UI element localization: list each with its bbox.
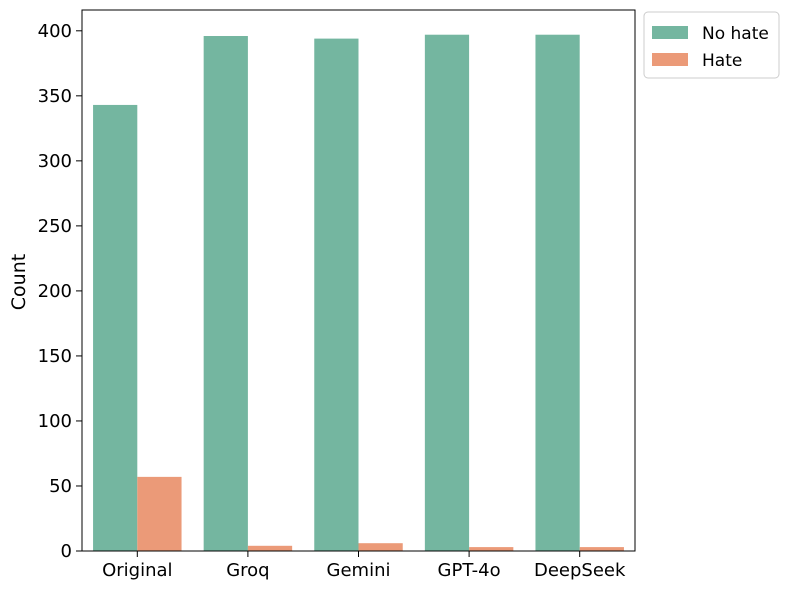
bar-no-hate-groq — [203, 36, 248, 551]
x-tick-label: DeepSeek — [534, 560, 626, 581]
y-tick-label: 100 — [38, 411, 72, 432]
bar-hate-gpt-4o — [469, 547, 514, 551]
plot-frame — [81, 9, 636, 552]
y-tick-label: 300 — [38, 151, 72, 172]
bar-no-hate-deepseek — [535, 34, 580, 552]
bar-hate-original — [137, 476, 182, 551]
y-tick-label: 150 — [38, 346, 72, 367]
y-axis: 0 50 100 150 200 250 300 350 400 — [38, 21, 82, 562]
x-tick-label: Gemini — [327, 560, 391, 581]
y-tick-label: 0 — [61, 541, 72, 562]
bar-no-hate-original — [93, 104, 138, 552]
y-tick-label: 350 — [38, 86, 72, 107]
y-tick-label: 400 — [38, 21, 72, 42]
bar-hate-gemini — [358, 543, 403, 551]
bar-no-hate-gemini — [314, 38, 359, 551]
bar-hate-deepseek — [579, 547, 624, 551]
x-tick-label: Original — [102, 560, 172, 581]
legend-swatch-no-hate — [652, 26, 688, 39]
x-axis: Original Groq Gemini GPT-4o DeepSeek — [102, 551, 626, 581]
legend-label-no-hate: No hate — [702, 24, 769, 44]
legend: No hate Hate — [643, 11, 780, 79]
y-tick-label: 250 — [38, 216, 72, 237]
bar-hate-groq — [247, 545, 293, 551]
legend-label-hate: Hate — [702, 51, 742, 71]
x-tick-label: Groq — [226, 560, 269, 581]
y-tick-label: 50 — [49, 476, 72, 497]
legend-swatch-hate — [652, 53, 688, 66]
y-axis-label: Count — [8, 254, 30, 310]
y-tick-label: 200 — [38, 281, 72, 302]
x-tick-label: GPT-4o — [438, 560, 501, 581]
bars-group — [93, 34, 624, 552]
bar-no-hate-gpt-4o — [424, 34, 470, 552]
